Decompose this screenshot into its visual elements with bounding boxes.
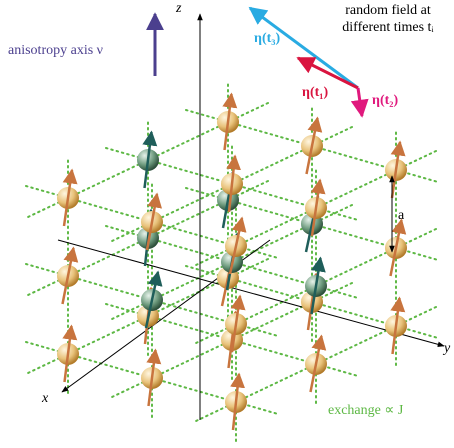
x-label: x [41,391,49,406]
z-label: z [175,1,182,16]
eta-t3-label: η(t₃) [254,31,280,46]
exchange-label: exchange ∝ J [328,403,404,418]
eta-t1-label: η(t₁) [302,85,328,100]
y-label: y [442,341,451,356]
eta-t2-label: η(t₂) [372,93,398,108]
spacing-label: a [398,208,405,223]
random-field-title: random field at [345,3,431,18]
eta-t1-arrow [298,58,358,88]
random-field-title: different times tᵢ [342,20,434,35]
eta-t2-arrow [358,88,362,116]
diagram: z y x anisotropy axis ν random field at … [0,0,454,448]
anisotropy-label: anisotropy axis ν [8,43,103,58]
